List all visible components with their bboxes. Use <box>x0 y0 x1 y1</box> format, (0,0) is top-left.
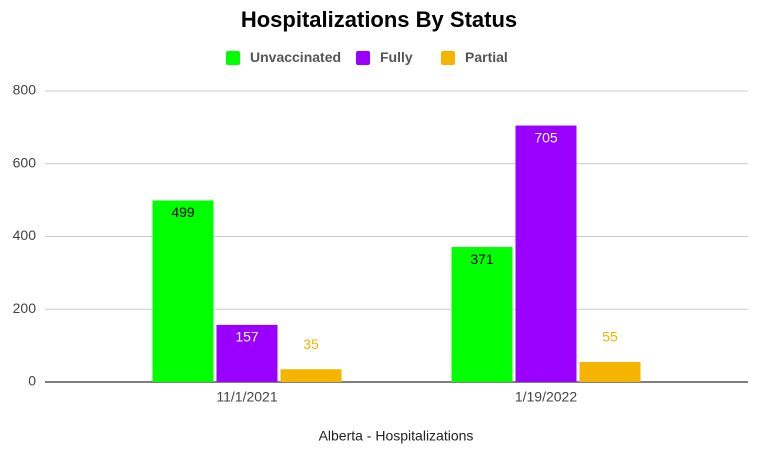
data-label: 499 <box>171 204 195 220</box>
data-label: 157 <box>235 329 259 345</box>
bar <box>152 200 214 382</box>
y-tick-label: 200 <box>13 300 37 316</box>
y-tick-label: 400 <box>13 227 37 243</box>
data-label: 35 <box>303 336 319 352</box>
legend-label: Fully <box>380 49 413 65</box>
bar <box>451 247 513 382</box>
legend-swatch <box>356 51 370 65</box>
y-tick-label: 800 <box>13 82 37 98</box>
data-label: 705 <box>534 129 558 145</box>
bar <box>280 369 342 382</box>
legend-label: Unvaccinated <box>250 49 341 65</box>
legend-swatch <box>226 51 240 65</box>
y-tick-label: 600 <box>13 154 37 170</box>
chart-title: Hospitalizations By Status <box>241 7 517 32</box>
x-tick-label: 1/19/2022 <box>515 389 577 405</box>
data-label: 371 <box>470 251 494 267</box>
data-label: 55 <box>602 329 618 345</box>
bar <box>579 361 641 382</box>
bar <box>216 324 278 382</box>
y-tick-label: 0 <box>28 373 36 389</box>
legend-swatch <box>441 51 455 65</box>
legend-label: Partial <box>465 49 508 65</box>
x-axis-label: Alberta - Hospitalizations <box>319 428 474 444</box>
bar <box>515 125 577 383</box>
x-tick-label: 11/1/2021 <box>216 389 277 405</box>
